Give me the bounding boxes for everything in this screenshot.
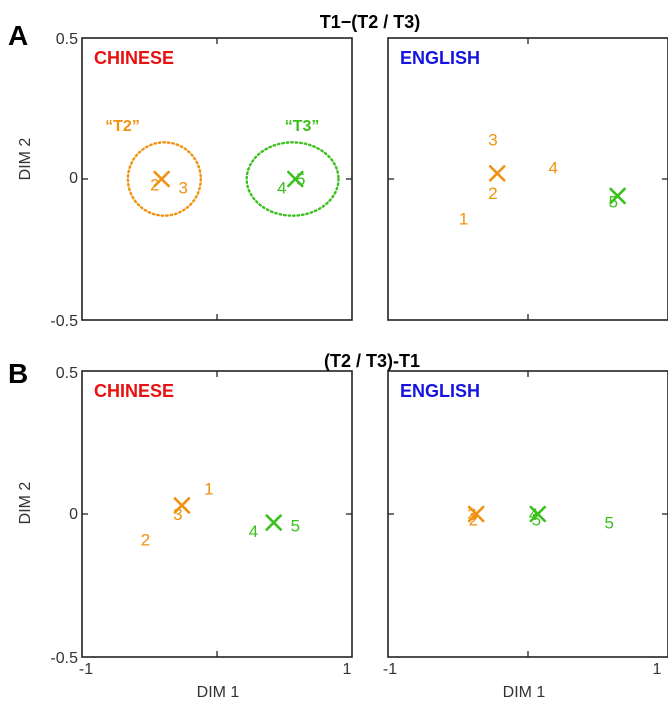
point-label-tone2-3: 3 xyxy=(173,505,182,524)
language-label-b-left: CHINESE xyxy=(94,381,174,401)
panel-letter-b: B xyxy=(8,358,28,389)
centroid-marker-tone3 xyxy=(609,187,626,205)
point-label-tone2-2: 2 xyxy=(469,511,478,530)
y-tick-a-top: 0.5 xyxy=(56,31,78,48)
y-tick-b-top: 0.5 xyxy=(56,365,78,382)
y-tick-b-mid: 0 xyxy=(69,506,78,523)
x-tick-right-max: 1 xyxy=(653,661,662,678)
x-tick-right-min: -1 xyxy=(383,661,397,678)
centroid-marker-tone2 xyxy=(153,170,170,188)
x-tick-left-min: -1 xyxy=(79,661,93,678)
point-label-tone2-1: 1 xyxy=(459,209,468,228)
panel-letter-a: A xyxy=(8,20,28,51)
centroid-marker-tone2 xyxy=(488,165,506,182)
y-axis-label-b: DIM 2 xyxy=(17,482,34,525)
centroid-marker-tone3 xyxy=(286,170,304,188)
point-label-tone3-4: 4 xyxy=(249,522,258,541)
point-label-tone3-5: 5 xyxy=(609,193,618,212)
point-label-tone2-2: 2 xyxy=(488,184,497,203)
cluster-label-tone3: “T3” xyxy=(285,118,320,135)
row-title-a: T1−(T2 / T3) xyxy=(320,12,421,32)
point-label-tone2-3: 3 xyxy=(467,505,476,524)
centroid-marker-tone3 xyxy=(265,514,283,531)
point-label-tone2-1: 1 xyxy=(204,479,213,498)
row-title-b: (T2 / T3)-T1 xyxy=(324,351,420,371)
language-label-a-left: CHINESE xyxy=(94,48,174,68)
point-label-tone3-5: 5 xyxy=(532,511,541,530)
panel-b-left: CHINESE 1 2 3 4 5 xyxy=(81,370,353,658)
x-axis-label-left: DIM 1 xyxy=(197,684,240,701)
y-tick-a-mid: 0 xyxy=(69,170,78,187)
point-label-tone3-4: 4 xyxy=(529,505,538,524)
language-label-a-right: ENGLISH xyxy=(400,48,480,68)
point-label-tone2-4: 4 xyxy=(548,159,557,178)
x-axis-label-right: DIM 1 xyxy=(503,684,546,701)
y-tick-b-bottom: -0.5 xyxy=(50,650,78,667)
point-label-tone3-5: 5 xyxy=(296,170,305,189)
centroid-marker-tone2 xyxy=(467,505,485,523)
plot-frame xyxy=(387,37,668,321)
point-label-tone3-5: 5 xyxy=(604,514,613,533)
plot-frame xyxy=(81,37,353,321)
y-tick-a-bottom: -0.5 xyxy=(50,313,78,330)
centroid-marker-tone2 xyxy=(173,497,191,514)
point-label-tone3-5: 5 xyxy=(291,516,300,535)
cluster-label-tone2: “T2” xyxy=(105,118,140,135)
cluster-ellipse-tone3 xyxy=(245,141,340,217)
language-label-b-right: ENGLISH xyxy=(400,381,480,401)
cluster-ellipse-tone2 xyxy=(126,141,203,217)
panel-a-right: ENGLISH 1 2 3 4 5 xyxy=(387,37,668,321)
y-axis-label-a: DIM 2 xyxy=(17,138,34,181)
point-label-tone2-3: 3 xyxy=(488,131,497,150)
x-tick-left-max: 1 xyxy=(343,661,352,678)
point-label-tone2-3: 3 xyxy=(179,178,188,197)
point-label-tone3-4: 4 xyxy=(277,178,286,197)
plot-frame xyxy=(81,370,353,658)
point-label-tone2-2: 2 xyxy=(141,531,150,550)
centroid-marker-tone3 xyxy=(529,505,547,523)
